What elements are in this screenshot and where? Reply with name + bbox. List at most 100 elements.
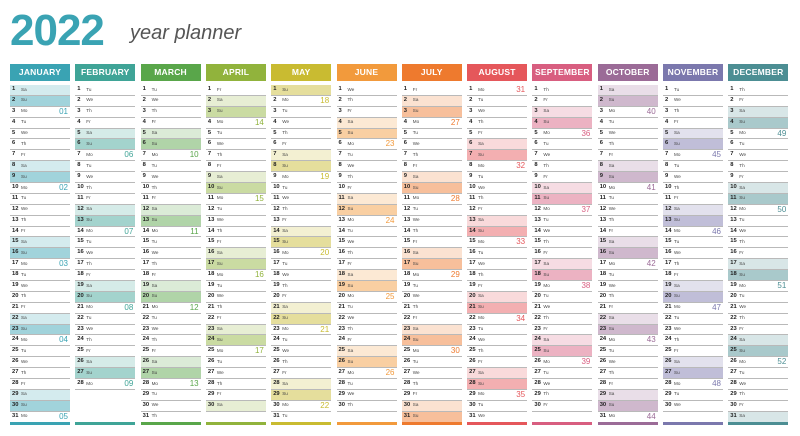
day-row[interactable]: 28 Su	[467, 379, 528, 390]
day-row[interactable]: 6 Th	[10, 139, 70, 151]
day-row[interactable]: 14 We	[728, 227, 789, 238]
day-row[interactable]: 17 Tu	[271, 259, 332, 271]
day-row[interactable]: 24 Mo 43	[597, 335, 658, 347]
day-row[interactable]: 13 Th	[597, 216, 658, 227]
day-row[interactable]: 12 Tu	[401, 205, 462, 216]
day-row[interactable]: 29 Sa	[597, 389, 658, 401]
day-row[interactable]: 10 We	[467, 183, 528, 194]
day-row[interactable]: 12 Mo 37	[532, 205, 593, 216]
day-row[interactable]: 2 We	[663, 96, 723, 107]
day-row[interactable]: 29 Su	[271, 389, 332, 401]
day-row[interactable]: 20 Su	[663, 291, 723, 303]
day-row[interactable]: 11 Sa	[336, 193, 397, 205]
day-row[interactable]: 30 We	[140, 401, 201, 412]
day-row[interactable]: 11 Mo 28	[401, 194, 462, 205]
day-row[interactable]: 15 Sa	[597, 237, 658, 249]
day-row[interactable]: 1 Su	[271, 85, 332, 96]
day-row[interactable]: 11 Su	[532, 193, 593, 205]
day-row[interactable]: 12 Sa	[663, 204, 723, 216]
day-row[interactable]: 28 Tu	[336, 379, 397, 390]
day-row[interactable]: 28 Fr	[10, 379, 70, 390]
day-row[interactable]: 2 Fr	[532, 96, 593, 107]
day-row[interactable]: 26 Tu	[205, 357, 266, 369]
day-row[interactable]: 14 Su	[467, 226, 528, 238]
day-row[interactable]: 16 Fr	[728, 248, 789, 260]
day-row[interactable]: 3 Sa	[532, 106, 593, 118]
day-row[interactable]: 13 Mo 24	[336, 216, 397, 227]
day-row[interactable]: 30 Su	[10, 400, 70, 412]
day-row[interactable]: 26 Fr	[467, 357, 528, 369]
day-row[interactable]: 12 Mo 50	[728, 205, 789, 216]
day-row[interactable]: 7 Tu	[336, 150, 397, 162]
day-row[interactable]: 6 Su	[75, 139, 136, 151]
day-row[interactable]: 23 We	[140, 325, 201, 336]
day-row[interactable]: 9 Th	[336, 172, 397, 184]
day-row[interactable]: 3 Mo 40	[597, 107, 658, 118]
day-row[interactable]: 18 Su	[728, 270, 789, 282]
day-row[interactable]: 8 We	[336, 161, 397, 173]
day-row[interactable]: 23 Th	[336, 325, 397, 336]
day-row[interactable]: 8 Fr	[401, 161, 462, 173]
day-row[interactable]: 21 Tu	[336, 303, 397, 314]
day-row[interactable]: 13 Fr	[271, 216, 332, 227]
day-row[interactable]: 14 Mo 46	[663, 227, 723, 238]
day-row[interactable]: 5 Su	[336, 128, 397, 140]
day-row[interactable]: 31 Mo 05	[10, 412, 70, 423]
day-row[interactable]: 10 Th	[663, 183, 723, 194]
day-row[interactable]: 20 Mo 25	[336, 292, 397, 303]
day-row[interactable]: 16 Th	[336, 248, 397, 260]
day-row[interactable]: 12 Fr	[467, 205, 528, 216]
day-row[interactable]: 16 We	[663, 248, 723, 260]
day-row[interactable]: 26 Sa	[140, 357, 201, 369]
day-row[interactable]: 4 Su	[728, 117, 789, 129]
day-row[interactable]: 11 Tu	[597, 194, 658, 205]
day-row[interactable]: 24 Sa	[728, 335, 789, 347]
day-row[interactable]: 3 Fr	[336, 107, 397, 118]
day-row[interactable]: 18 Mo 29	[401, 270, 462, 282]
day-row[interactable]: 27 Su	[663, 368, 723, 380]
day-row[interactable]: 23 Fr	[532, 325, 593, 336]
day-row[interactable]: 12 Sa	[75, 204, 136, 216]
day-row[interactable]: 26 Sa	[75, 357, 136, 369]
day-row[interactable]: 18 Th	[467, 270, 528, 282]
day-row[interactable]: 21 We	[728, 303, 789, 314]
day-row[interactable]: 22 Su	[271, 313, 332, 325]
day-row[interactable]: 29 Tu	[663, 390, 723, 401]
day-row[interactable]: 3 Th	[75, 107, 136, 118]
day-row[interactable]: 8 Tu	[75, 161, 136, 173]
day-row[interactable]: 17 Th	[75, 259, 136, 271]
day-row[interactable]: 9 Sa	[205, 172, 266, 184]
day-row[interactable]: 31 Sa	[728, 411, 789, 423]
day-row[interactable]: 19 Th	[271, 281, 332, 292]
day-row[interactable]: 22 Sa	[10, 313, 70, 325]
day-row[interactable]: 28 We	[728, 379, 789, 390]
day-row[interactable]: 17 Su	[205, 259, 266, 271]
day-row[interactable]: 14 Fr	[10, 227, 70, 238]
day-row[interactable]: 10 Fr	[336, 183, 397, 194]
day-row[interactable]: 11 Th	[467, 194, 528, 205]
day-row[interactable]: 15 Th	[728, 237, 789, 249]
day-row[interactable]: 15 We	[336, 237, 397, 249]
day-row[interactable]: 21 Mo 08	[75, 303, 136, 314]
day-row[interactable]: 14 Mo 11	[140, 227, 201, 238]
day-row[interactable]: 30 Su	[597, 400, 658, 412]
day-row[interactable]: 23 Fr	[728, 325, 789, 336]
day-row[interactable]: 1 Fr	[401, 85, 462, 96]
day-row[interactable]: 9 Su	[10, 172, 70, 184]
day-row[interactable]: 9 We	[140, 172, 201, 184]
day-row[interactable]: 3 Sa	[728, 106, 789, 118]
day-row[interactable]: 27 Su	[75, 368, 136, 380]
day-row[interactable]: 5 Fr	[467, 129, 528, 140]
day-row[interactable]: 26 Tu	[401, 357, 462, 369]
day-row[interactable]: 3 Tu	[271, 107, 332, 118]
day-row[interactable]: 17 We	[467, 259, 528, 271]
day-row[interactable]: 16 Mo 20	[271, 248, 332, 260]
day-row[interactable]: 2 Sa	[401, 95, 462, 107]
day-row[interactable]: 4 We	[271, 118, 332, 129]
day-row[interactable]: 5 Tu	[401, 129, 462, 140]
day-row[interactable]: 28 Mo 09	[75, 379, 136, 390]
day-row[interactable]: 11 Fr	[663, 194, 723, 205]
day-row[interactable]: 25 We	[271, 346, 332, 358]
day-row[interactable]: 5 Th	[271, 129, 332, 140]
day-row[interactable]: 20 Tu	[728, 292, 789, 303]
